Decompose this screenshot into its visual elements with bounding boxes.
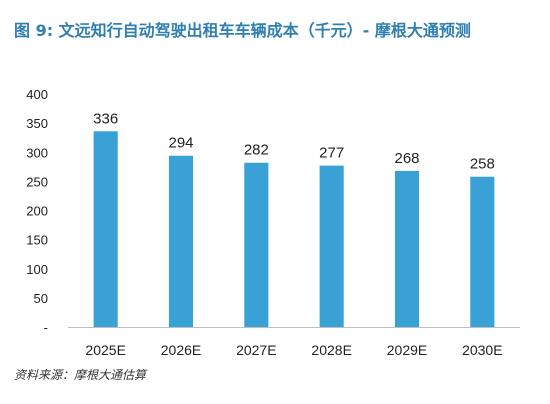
bar-series [93,131,495,327]
y-tick-label: 100 [26,262,48,277]
y-tick-label: 350 [26,116,48,131]
x-tick-label: 2030E [462,342,502,358]
y-tick-label: - [44,320,48,335]
bar [319,165,344,327]
y-tick-label: 200 [26,204,48,219]
x-tick-label: 2028E [311,342,351,358]
data-label: 294 [168,135,193,152]
source-note: 资料来源：摩根大通估算 [14,368,147,382]
bar-chart: - 50 100 150 200 250 300 350 400 336 294 282 277 268… [26,87,520,358]
x-tick-label: 2029E [387,342,427,358]
y-tick-label: 50 [34,291,48,306]
x-tick-label: 2026E [161,342,201,358]
data-label: 277 [319,145,344,162]
bar [394,170,420,327]
data-label: 336 [93,110,118,127]
x-tick-label: 2027E [236,342,276,358]
data-label: 282 [244,142,269,159]
y-tick-label: 300 [26,145,48,160]
chart-title: 图 9: 文远知行自动驾驶出租车车辆成本（千元）- 摩根大通预测 [14,21,471,40]
y-axis: - 50 100 150 200 250 300 350 400 [26,87,48,335]
y-tick-label: 400 [26,87,48,102]
x-tick-label: 2025E [85,342,125,358]
data-labels: 336 294 282 277 268 258 [93,110,495,172]
data-label: 258 [470,156,495,173]
bar [168,155,194,327]
bar [470,176,495,327]
bar [93,131,118,327]
y-tick-label: 150 [26,233,48,248]
x-axis: 2025E 2026E 2027E 2028E 2029E 2030E [85,342,502,358]
data-label: 268 [394,150,419,167]
bar [244,162,269,327]
y-tick-label: 250 [26,174,48,189]
